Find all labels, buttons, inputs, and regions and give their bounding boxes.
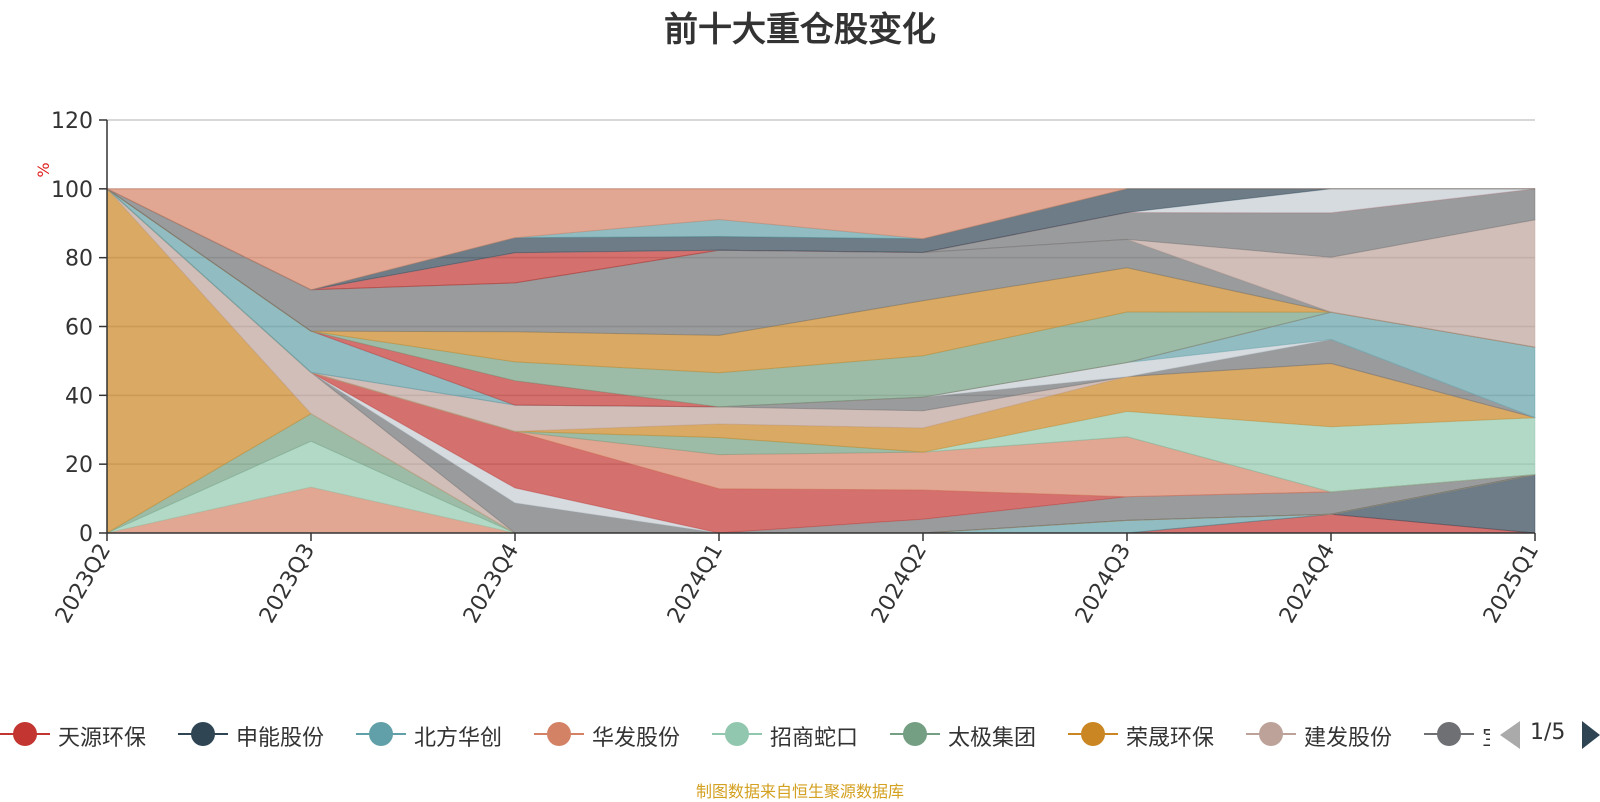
legend-marker-icon [191,722,215,746]
legend-label: 宝丰能源 [1482,720,1490,752]
legend-label: 申能股份 [236,726,325,751]
legend-label: 招商蛇口 [770,726,859,751]
legend-label: 建发股份 [1304,726,1393,751]
chart-title: 前十大重仓股变化 [664,10,936,50]
legend: 天源环保 申能股份 北方华创 华发股份 招商蛇口 太极集团 荣晟环保 建发股份 宝丰能源 [0,716,1490,752]
x-tick-label: 2023Q2 [51,540,116,628]
legend-next-page-icon[interactable] [1582,721,1600,749]
legend-marker-icon [1437,722,1461,746]
legend-marker-icon [1081,722,1105,746]
legend-label: 北方华创 [414,726,503,751]
legend-marker-icon [13,722,37,746]
legend-label: 华发股份 [592,726,681,751]
area-series-28[interactable] [106,188,1535,291]
legend-prev-page-icon[interactable] [1500,721,1520,749]
legend-marker-icon [547,722,571,746]
y-axis-unit-label: % [34,162,53,177]
y-tick-label: 100 [51,178,93,203]
area-series-30[interactable] [106,188,1535,291]
x-tick-label: 2023Q3 [255,540,320,628]
y-tick-label: 40 [65,384,93,409]
x-tick-label: 2024Q3 [1071,540,1136,628]
x-tick-label: 2023Q4 [459,540,524,628]
legend-marker-icon [903,722,927,746]
x-tick-label: 2024Q1 [663,540,728,628]
y-tick-label: 80 [65,247,93,272]
legend-marker-icon [1259,722,1283,746]
legend-marker-icon [725,722,749,746]
legend-label: 太极集团 [948,726,1037,751]
area-series-layer [106,187,1536,534]
legend-label: 荣晟环保 [1126,726,1215,751]
y-tick-label: 120 [51,109,93,134]
data-source-note: 制图数据来自恒生聚源数据库 [695,782,904,801]
legend-marker-icon [369,722,393,746]
stacked-area-chart: 0 20 40 60 80 100 120 2023Q2 2023Q3 2023Q4 2024Q1 2… [34,109,1544,628]
y-tick-label: 20 [65,453,93,478]
legend-pager: 1/5 [1500,716,1600,752]
x-tick-label: 2024Q4 [1275,540,1340,628]
legend-page-indicator: 1/5 [1530,720,1566,745]
y-tick-label: 0 [79,522,93,547]
x-tick-label: 2025Q1 [1479,540,1544,628]
legend-label: 天源环保 [58,726,147,751]
y-tick-label: 60 [65,316,93,341]
x-tick-label: 2024Q2 [867,540,932,628]
